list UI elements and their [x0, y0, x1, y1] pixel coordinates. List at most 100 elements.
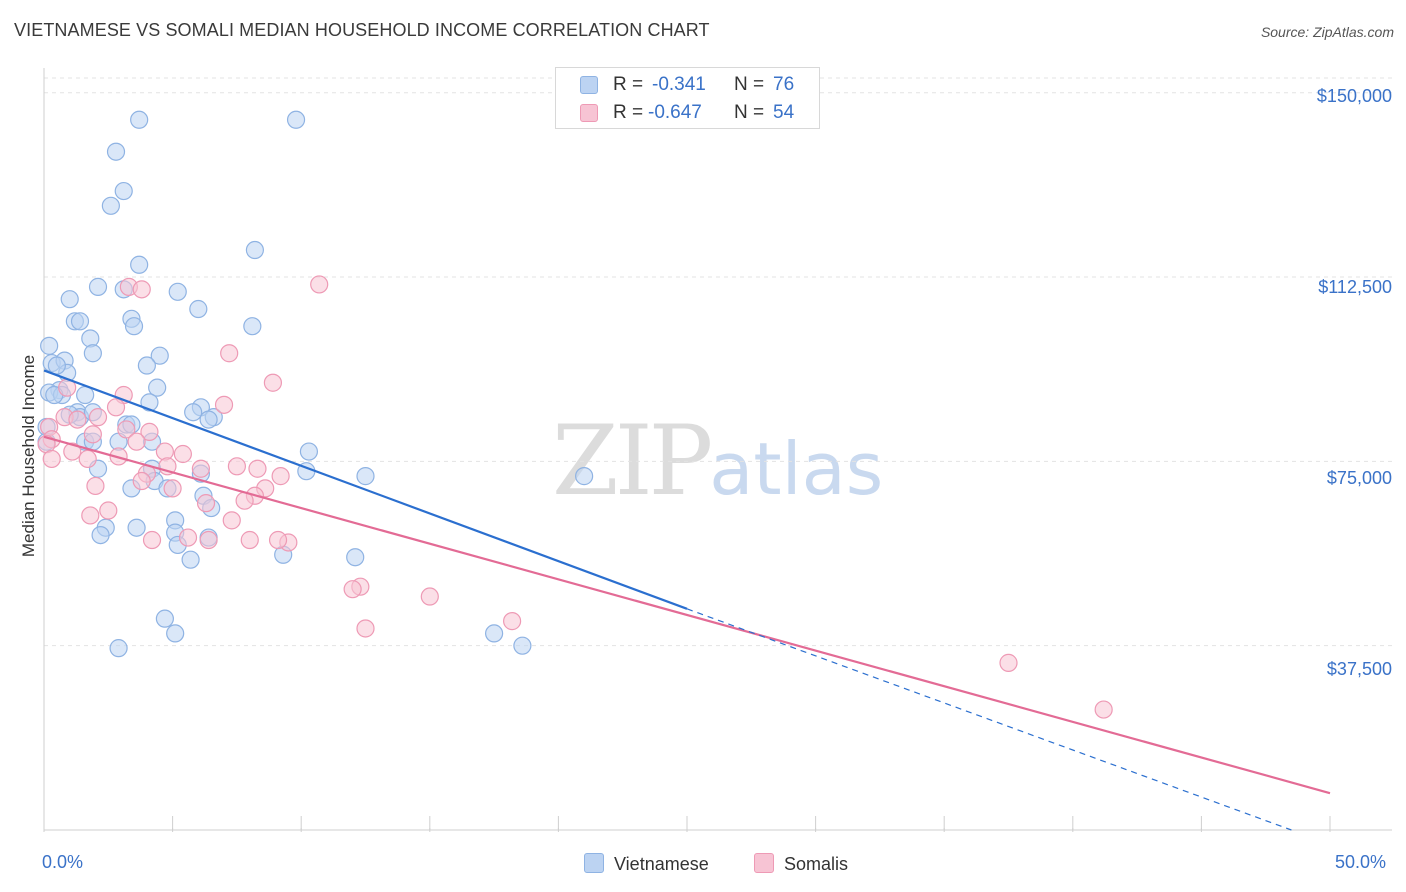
data-point: [70, 312, 90, 331]
data-point: [346, 548, 365, 567]
data-point: [130, 255, 149, 274]
data-point: [109, 639, 128, 658]
somali-points: [37, 275, 1113, 719]
legend-r-value: -0.647: [648, 102, 702, 123]
data-point: [178, 528, 198, 547]
data-point: [248, 459, 267, 478]
data-point: [42, 449, 61, 469]
vietnamese-points: [37, 110, 594, 658]
legend-r-value: -0.341: [652, 74, 706, 95]
data-point: [485, 624, 504, 643]
data-point: [40, 336, 59, 355]
data-point: [503, 612, 522, 631]
data-point: [245, 240, 265, 260]
data-point: [199, 530, 218, 550]
data-point: [150, 346, 169, 365]
data-point: [268, 530, 288, 550]
data-point: [47, 356, 66, 375]
data-point: [99, 501, 118, 520]
y-tick-label-112500: $112,500: [1318, 277, 1392, 297]
somali-swatch: [580, 104, 598, 122]
data-point: [420, 587, 439, 606]
data-point: [142, 530, 162, 550]
somali-legend-label: Somalis: [784, 854, 849, 874]
legend-n-label: N =: [734, 74, 765, 95]
data-point: [243, 317, 262, 336]
vietnamese-legend-swatch: [584, 853, 604, 873]
data-point: [140, 393, 159, 412]
y-axis-label: Median Household Income: [19, 354, 38, 558]
legend-r-label: R =: [613, 102, 644, 123]
data-point: [181, 550, 200, 569]
watermark-atlas: atlas: [709, 427, 884, 511]
data-point: [86, 476, 105, 496]
vietnamese-trend-extension: [686, 608, 1292, 831]
data-point: [163, 479, 182, 498]
data-point: [173, 444, 192, 464]
vietnamese-trend-line: [43, 369, 688, 610]
data-point: [184, 403, 203, 422]
somali-legend-swatch: [754, 853, 774, 873]
data-point: [114, 181, 133, 201]
legend-n-label: N =: [734, 102, 765, 123]
data-point: [222, 511, 241, 530]
data-point: [513, 636, 532, 655]
data-point: [106, 142, 126, 161]
data-point: [286, 110, 306, 129]
data-point: [132, 280, 151, 299]
data-point: [132, 471, 151, 491]
data-point: [88, 277, 108, 296]
y-tick-label-150000: $150,000: [1316, 86, 1392, 106]
data-point: [127, 432, 146, 451]
axes: [43, 68, 1392, 832]
data-point: [343, 580, 362, 599]
legend-n-value: 76: [773, 74, 795, 95]
y-tick-label-75000: $75,000: [1326, 468, 1392, 488]
data-point: [83, 425, 102, 444]
data-point: [140, 422, 159, 441]
vietnamese-swatch: [580, 76, 598, 94]
data-point: [999, 653, 1018, 672]
data-point: [356, 619, 375, 638]
data-point: [68, 410, 87, 429]
data-point: [240, 530, 259, 550]
data-point: [106, 398, 126, 417]
data-point: [91, 525, 110, 545]
data-point: [63, 442, 82, 461]
data-point: [60, 290, 79, 309]
data-point: [166, 624, 185, 643]
data-point: [199, 410, 218, 429]
grid-lines: [44, 77, 1392, 647]
x-tick-label-max: 50.0%: [1335, 852, 1387, 872]
somali-trend-line: [43, 435, 1331, 795]
data-point: [168, 282, 187, 301]
data-point: [191, 459, 210, 478]
data-point: [117, 420, 136, 439]
correlation-legend: R = -0.341 N = 76 R = -0.647 N = 54: [555, 67, 820, 129]
data-point: [83, 344, 102, 363]
data-point: [127, 518, 146, 537]
data-point: [155, 609, 174, 628]
data-point: [214, 395, 234, 414]
data-point: [101, 196, 120, 215]
trend-lines: [43, 369, 1331, 831]
data-point: [227, 457, 246, 476]
data-point: [263, 373, 283, 392]
data-point: [88, 408, 108, 427]
legend-n-value: 54: [773, 102, 795, 123]
watermark: ZIPatlas: [552, 405, 883, 517]
source-credit: Source: ZipAtlas.com: [1260, 24, 1394, 40]
data-point: [124, 317, 144, 336]
data-point: [81, 329, 100, 348]
data-point: [148, 378, 167, 397]
data-point: [137, 356, 156, 375]
x-tick-label-min: 0.0%: [42, 852, 84, 872]
data-point: [130, 110, 149, 129]
data-point: [196, 494, 216, 513]
chart-title: VIETNAMESE VS SOMALI MEDIAN HOUSEHOLD IN…: [14, 20, 710, 40]
data-point: [310, 275, 329, 294]
data-point: [189, 299, 208, 319]
data-point: [78, 449, 97, 469]
data-point: [220, 344, 239, 363]
